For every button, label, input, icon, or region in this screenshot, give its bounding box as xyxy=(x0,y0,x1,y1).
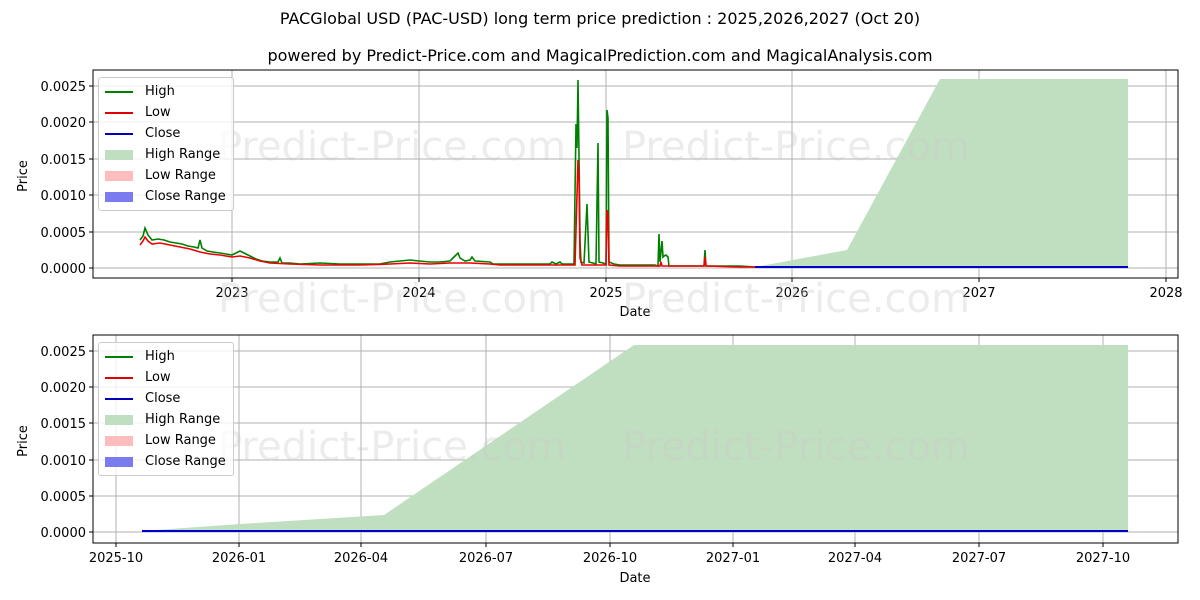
svg-text:2025-10: 2025-10 xyxy=(89,551,143,566)
bottom-chart: 0.0000 0.0005 0.0010 0.0015 0.0020 0.002… xyxy=(16,334,1179,586)
svg-text:0.0020: 0.0020 xyxy=(41,381,87,396)
legend-item-high-range: High Range xyxy=(105,409,226,430)
svg-text:2026-04: 2026-04 xyxy=(334,551,388,566)
svg-text:0.0010: 0.0010 xyxy=(41,189,87,204)
top-low-line xyxy=(139,159,755,268)
svg-text:2027: 2027 xyxy=(962,286,995,301)
legend-item-high-range: High Range xyxy=(105,144,226,165)
legend-item-low: Low xyxy=(105,102,226,123)
svg-text:0.0010: 0.0010 xyxy=(41,454,87,469)
svg-text:2026-07: 2026-07 xyxy=(459,551,513,566)
top-high-range-area xyxy=(755,79,1128,267)
low-range-swatch-icon xyxy=(105,435,133,446)
legend-item-low-range: Low Range xyxy=(105,430,226,451)
svg-text:2027-04: 2027-04 xyxy=(828,551,882,566)
close-line-swatch-icon xyxy=(105,132,133,135)
bottom-x-axis-label: Date xyxy=(619,571,650,586)
chart-title: PACGlobal USD (PAC-USD) long term price … xyxy=(279,9,921,28)
chart-subtitle: powered by Predict-Price.com and Magical… xyxy=(267,46,933,65)
svg-text:2026-10: 2026-10 xyxy=(583,551,637,566)
svg-text:0.0025: 0.0025 xyxy=(41,80,87,95)
bottom-legend: High Low Close High Range Low Range Clos… xyxy=(98,342,234,476)
high-range-swatch-icon xyxy=(105,149,133,160)
svg-text:2026-01: 2026-01 xyxy=(212,551,266,566)
legend-item-low-range: Low Range xyxy=(105,165,226,186)
svg-text:2023: 2023 xyxy=(215,286,248,301)
top-x-axis-label: Date xyxy=(619,305,650,320)
bottom-y-tick-labels: 0.0000 0.0005 0.0010 0.0015 0.0020 0.002… xyxy=(41,345,87,541)
legend-item-close-range: Close Range xyxy=(105,451,226,472)
svg-text:2027-10: 2027-10 xyxy=(1076,551,1130,566)
low-line-swatch-icon xyxy=(105,111,133,114)
svg-text:2025: 2025 xyxy=(589,286,622,301)
close-range-swatch-icon xyxy=(105,191,133,202)
svg-text:2027-07: 2027-07 xyxy=(952,551,1006,566)
legend-item-close: Close xyxy=(105,388,226,409)
svg-text:0.0015: 0.0015 xyxy=(41,417,87,432)
svg-text:2026: 2026 xyxy=(775,286,808,301)
top-y-tick-labels: 0.0000 0.0005 0.0010 0.0015 0.0020 0.002… xyxy=(41,80,87,277)
low-range-swatch-icon xyxy=(105,170,133,181)
legend-item-close: Close xyxy=(105,123,226,144)
top-chart: 0.0000 0.0005 0.0010 0.0015 0.0020 0.002… xyxy=(16,69,1183,320)
svg-text:0.0005: 0.0005 xyxy=(41,490,87,505)
low-line-swatch-icon xyxy=(105,376,133,379)
top-legend: High Low Close High Range Low Range Clos… xyxy=(98,77,234,211)
svg-text:0.0000: 0.0000 xyxy=(41,262,87,277)
svg-text:2024: 2024 xyxy=(402,286,435,301)
legend-item-high: High xyxy=(105,346,226,367)
legend-item-low: Low xyxy=(105,367,226,388)
top-x-tick-labels: 2023 2024 2025 2026 2027 2028 xyxy=(215,286,1182,301)
high-line-swatch-icon xyxy=(105,355,133,358)
top-plot-frame xyxy=(92,69,1179,279)
svg-text:0.0015: 0.0015 xyxy=(41,153,87,168)
bottom-x-tick-labels: 2025-10 2026-01 2026-04 2026-07 2026-10 … xyxy=(89,551,1130,566)
bottom-y-axis-label: Price xyxy=(16,425,31,457)
close-range-swatch-icon xyxy=(105,456,133,467)
bottom-high-range-area xyxy=(142,345,1128,531)
legend-item-high: High xyxy=(105,81,226,102)
close-line-swatch-icon xyxy=(105,397,133,400)
high-range-swatch-icon xyxy=(105,414,133,425)
bottom-plot-frame xyxy=(92,334,1179,544)
svg-text:0.0000: 0.0000 xyxy=(41,526,87,541)
svg-text:0.0025: 0.0025 xyxy=(41,345,87,360)
svg-text:2027-01: 2027-01 xyxy=(706,551,760,566)
svg-text:2028: 2028 xyxy=(1149,286,1182,301)
high-line-swatch-icon xyxy=(105,90,133,93)
svg-text:0.0020: 0.0020 xyxy=(41,116,87,131)
svg-text:0.0005: 0.0005 xyxy=(41,226,87,241)
top-y-axis-label: Price xyxy=(16,160,31,192)
legend-item-close-range: Close Range xyxy=(105,186,226,207)
